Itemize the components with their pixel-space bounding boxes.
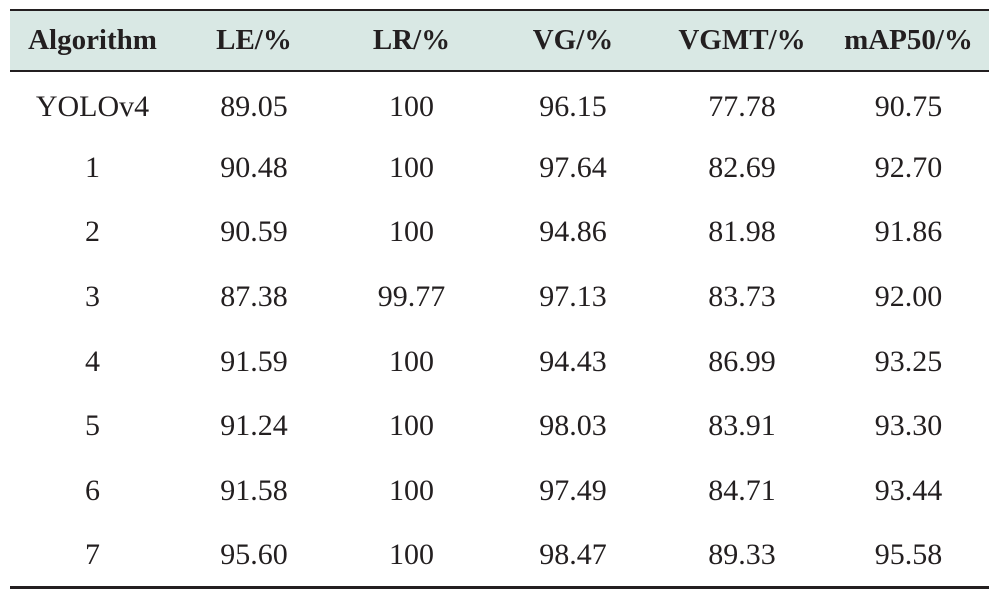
table-row: 1 90.48 100 97.64 82.69 92.70 bbox=[10, 136, 989, 201]
cell-vg: 98.47 bbox=[490, 523, 656, 590]
cell-vg: 97.49 bbox=[539, 473, 607, 507]
cell-vgmt: 77.78 bbox=[708, 89, 776, 123]
cell-map50: 93.30 bbox=[874, 409, 943, 443]
results-table-container: Algorithm LE/% LR/% VG/% VGMT/% mAP50/% … bbox=[10, 9, 989, 590]
table-row: 6 91.58 100 97.49 84.71 93.44 bbox=[10, 459, 989, 524]
cell-le: 90.48 bbox=[220, 150, 288, 184]
cell-algorithm: 3 bbox=[85, 280, 100, 314]
header-vgmt: VGMT/% bbox=[656, 9, 828, 72]
cell-vg: 94.86 bbox=[539, 215, 607, 249]
table-row: 5 91.24 100 98.03 83.91 93.30 bbox=[10, 394, 989, 459]
cell-vgmt: 89.33 bbox=[656, 523, 828, 590]
header-algorithm: Algorithm bbox=[10, 9, 175, 72]
cell-vgmt: 86.99 bbox=[708, 344, 776, 378]
cell-le: 91.24 bbox=[220, 409, 288, 443]
cell-vgmt: 83.73 bbox=[708, 280, 776, 314]
cell-vg: 97.13 bbox=[539, 280, 607, 314]
cell-lr: 100 bbox=[389, 344, 434, 378]
table-row: 7 95.60 100 98.47 89.33 95.58 bbox=[10, 523, 989, 590]
table-row: 2 90.59 100 94.86 81.98 91.86 bbox=[10, 200, 989, 265]
table-header-row: Algorithm LE/% LR/% VG/% VGMT/% mAP50/% bbox=[10, 9, 989, 72]
cell-lr: 100 bbox=[389, 150, 434, 184]
cell-vg: 94.43 bbox=[539, 344, 607, 378]
cell-vgmt: 83.91 bbox=[708, 409, 776, 443]
cell-lr: 100 bbox=[389, 473, 434, 507]
cell-algorithm: 4 bbox=[85, 344, 100, 378]
header-lr: LR/% bbox=[333, 9, 490, 72]
cell-le: 91.59 bbox=[220, 344, 288, 378]
header-map50: mAP50/% bbox=[828, 9, 989, 72]
results-table: Algorithm LE/% LR/% VG/% VGMT/% mAP50/% … bbox=[10, 9, 989, 590]
cell-le: 91.58 bbox=[220, 473, 288, 507]
table-row: YOLOv4 89.05 100 96.15 77.78 90.75 bbox=[10, 71, 989, 136]
cell-lr: 100 bbox=[389, 89, 434, 123]
cell-algorithm: 7 bbox=[10, 523, 175, 590]
cell-le: 95.60 bbox=[175, 523, 333, 590]
cell-algorithm: 2 bbox=[85, 215, 100, 249]
cell-le: 87.38 bbox=[220, 280, 288, 314]
cell-vgmt: 82.69 bbox=[708, 150, 776, 184]
cell-vg: 97.64 bbox=[539, 150, 607, 184]
cell-lr: 99.77 bbox=[377, 280, 446, 314]
cell-le: 89.05 bbox=[220, 89, 288, 123]
cell-algorithm: 1 bbox=[85, 150, 100, 184]
cell-algorithm: YOLOv4 bbox=[35, 89, 150, 123]
header-le: LE/% bbox=[175, 9, 333, 72]
table-row: 3 87.38 99.77 97.13 83.73 92.00 bbox=[10, 265, 989, 330]
cell-map50: 93.25 bbox=[874, 344, 943, 378]
cell-map50: 92.70 bbox=[874, 150, 943, 184]
cell-map50: 95.58 bbox=[828, 523, 989, 590]
cell-vgmt: 81.98 bbox=[708, 215, 776, 249]
cell-map50: 92.00 bbox=[874, 280, 943, 314]
cell-algorithm: 5 bbox=[85, 409, 100, 443]
cell-map50: 93.44 bbox=[874, 473, 943, 507]
cell-vg: 98.03 bbox=[539, 409, 607, 443]
cell-lr: 100 bbox=[333, 523, 490, 590]
header-vg: VG/% bbox=[490, 9, 656, 72]
cell-vgmt: 84.71 bbox=[708, 473, 776, 507]
cell-map50: 91.86 bbox=[874, 215, 943, 249]
cell-vg: 96.15 bbox=[539, 89, 607, 123]
table-row: 4 91.59 100 94.43 86.99 93.25 bbox=[10, 329, 989, 394]
cell-le: 90.59 bbox=[220, 215, 288, 249]
cell-algorithm: 6 bbox=[85, 473, 100, 507]
cell-lr: 100 bbox=[389, 409, 434, 443]
cell-map50: 90.75 bbox=[874, 89, 943, 123]
cell-lr: 100 bbox=[389, 215, 434, 249]
